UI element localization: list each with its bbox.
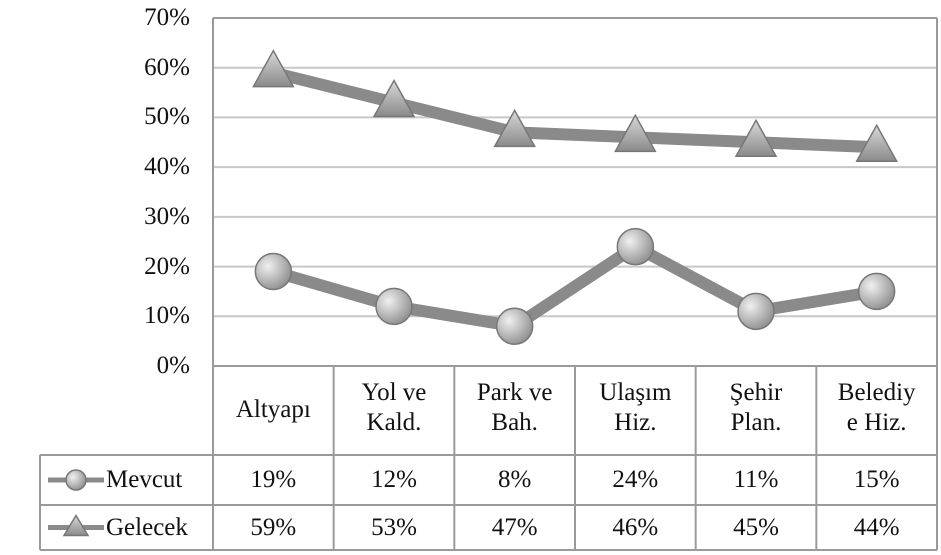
- legend-marker: [62, 514, 90, 537]
- data-point: [375, 287, 413, 326]
- data-table-value: 45%: [733, 513, 779, 541]
- legend-label: Mevcut: [106, 466, 183, 493]
- data-point: [737, 292, 775, 331]
- y-tick-label: 30%: [144, 202, 190, 230]
- category-label: Yol ve Kald.: [361, 379, 427, 436]
- y-tick-label: 70%: [144, 4, 190, 31]
- data-table-value: 8%: [497, 466, 532, 493]
- y-tick-label: 60%: [144, 53, 190, 81]
- data-table-value: 24%: [612, 466, 659, 493]
- data-point: [252, 49, 295, 88]
- data-table-value: 44%: [853, 513, 900, 541]
- category-label: Ulaşım Hiz.: [599, 379, 672, 436]
- data-table-value: 19%: [250, 466, 297, 493]
- category-label: Belediy e Hiz.: [837, 379, 916, 436]
- category-label: Park ve Bah.: [476, 379, 553, 436]
- category-label: Altyapı: [235, 396, 311, 423]
- data-point: [614, 113, 657, 153]
- data-table-value: 12%: [371, 466, 417, 493]
- category-label: Şehir Plan.: [729, 379, 783, 436]
- y-tick-label: 20%: [144, 252, 190, 280]
- legend-label: Gelecek: [106, 513, 188, 541]
- data-point: [372, 78, 416, 118]
- data-table-value: 15%: [853, 466, 900, 493]
- data-point: [734, 118, 778, 158]
- y-tick-label: 40%: [144, 153, 190, 181]
- data-table-value: 53%: [371, 513, 417, 541]
- series-line: [271, 66, 877, 154]
- data-table-value: 47%: [491, 513, 538, 541]
- data-point: [857, 272, 896, 311]
- series-line: [271, 240, 878, 333]
- y-tick-label: 10%: [144, 302, 190, 330]
- y-tick-label: 50%: [144, 103, 190, 131]
- data-point: [254, 252, 293, 291]
- data-table-value: 11%: [733, 466, 779, 493]
- data-table-value: 46%: [612, 513, 659, 541]
- data-point: [495, 307, 534, 345]
- data-table-value: 59%: [250, 513, 297, 541]
- data-point: [493, 108, 536, 148]
- y-tick-label: 0%: [156, 352, 190, 379]
- data-point: [616, 227, 655, 266]
- legend-marker: [65, 469, 87, 491]
- data-point: [855, 123, 898, 163]
